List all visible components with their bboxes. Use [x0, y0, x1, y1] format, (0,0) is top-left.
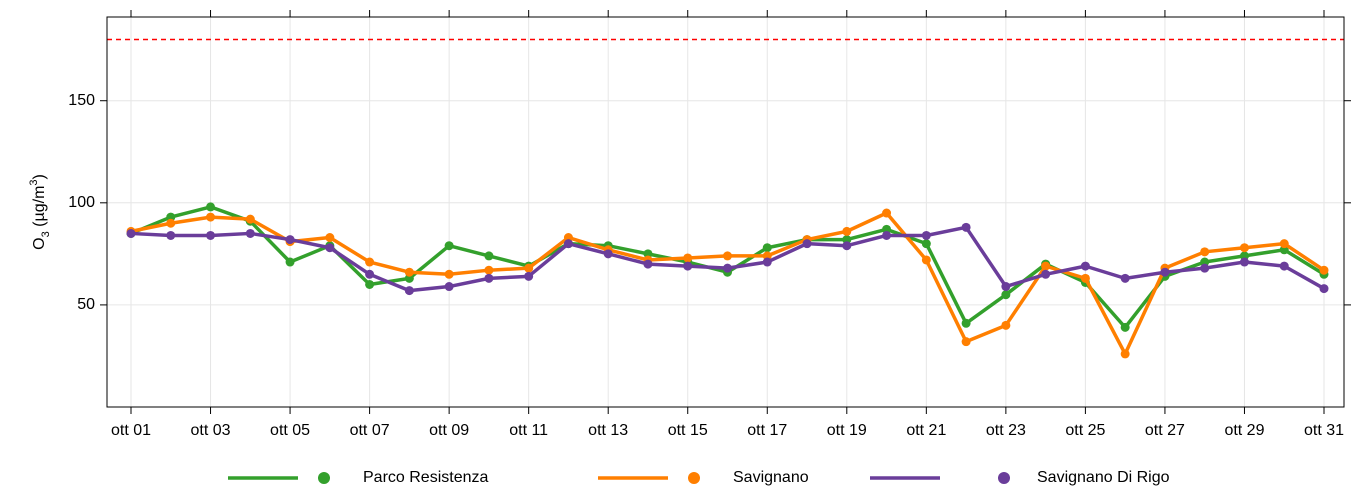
- x-tick-label: ott 01: [111, 422, 151, 439]
- legend-dot: [688, 472, 700, 484]
- x-tick-label: ott 09: [429, 422, 469, 439]
- legend-label: Savignano Di Rigo: [1037, 469, 1170, 486]
- data-point: [603, 249, 613, 259]
- data-point: [762, 243, 772, 253]
- data-point: [245, 228, 255, 238]
- data-point: [1279, 261, 1289, 271]
- data-point: [1160, 267, 1170, 277]
- y-axis-label: O3 (µg/m3): [28, 174, 52, 250]
- data-point: [444, 241, 454, 251]
- x-tick-label: ott 23: [986, 422, 1026, 439]
- data-point: [1001, 290, 1011, 300]
- x-tick-label: ott 21: [906, 422, 946, 439]
- data-point: [245, 214, 255, 224]
- data-point: [484, 265, 494, 275]
- data-point: [842, 241, 852, 251]
- data-point: [802, 239, 812, 249]
- data-point: [683, 261, 693, 271]
- legend-dot: [998, 472, 1010, 484]
- series-line: [130, 211, 1325, 356]
- data-point: [762, 257, 772, 267]
- data-point: [921, 239, 931, 249]
- data-point: [444, 269, 454, 279]
- y-tick-label: 150: [68, 92, 95, 109]
- x-tick-label: ott 13: [588, 422, 628, 439]
- x-tick-label: ott 03: [191, 422, 231, 439]
- data-point: [404, 286, 414, 296]
- data-point: [444, 282, 454, 292]
- data-point: [524, 271, 534, 281]
- data-point: [166, 230, 176, 240]
- data-point: [1200, 247, 1210, 257]
- x-tick-label: ott 15: [668, 422, 708, 439]
- y-tick-label: 100: [68, 194, 95, 211]
- data-point: [1041, 261, 1051, 271]
- data-point: [842, 226, 852, 236]
- data-point: [206, 202, 216, 212]
- data-point: [1120, 349, 1130, 359]
- legend-item: Savignano: [598, 469, 809, 486]
- data-point: [484, 273, 494, 283]
- data-point: [1200, 263, 1210, 273]
- data-point: [285, 257, 295, 267]
- data-point: [524, 263, 534, 273]
- x-tick-label: ott 29: [1224, 422, 1264, 439]
- data-point: [961, 337, 971, 347]
- data-point: [1319, 265, 1329, 275]
- data-point: [1239, 257, 1249, 267]
- data-point: [921, 230, 931, 240]
- data-point: [1001, 320, 1011, 330]
- data-point: [961, 222, 971, 232]
- data-point: [1080, 261, 1090, 271]
- data-point: [325, 233, 335, 243]
- legend-dot: [318, 472, 330, 484]
- data-point: [563, 239, 573, 249]
- data-point: [404, 267, 414, 277]
- data-point: [1279, 239, 1289, 249]
- data-point: [126, 228, 136, 238]
- data-point: [723, 251, 732, 261]
- data-point: [723, 263, 732, 273]
- legend-item: Savignano Di Rigo: [870, 469, 1170, 486]
- data-point: [1120, 273, 1130, 283]
- data-point: [1319, 284, 1329, 294]
- plot-frame: [106, 16, 1345, 408]
- data-point: [1239, 243, 1249, 253]
- x-tick-label: ott 05: [270, 422, 310, 439]
- data-point: [1041, 269, 1051, 279]
- data-point: [365, 269, 375, 279]
- x-tick-label: ott 31: [1304, 422, 1344, 439]
- legend-label: Savignano: [733, 469, 809, 486]
- y-tick-label: 50: [77, 296, 95, 313]
- data-point: [365, 257, 375, 267]
- x-tick-label: ott 07: [350, 422, 390, 439]
- data-point: [166, 218, 176, 228]
- x-tick-label: ott 19: [827, 422, 867, 439]
- data-point: [643, 259, 653, 269]
- legend-label: Parco Resistenza: [363, 469, 488, 486]
- x-tick-label: ott 11: [509, 422, 548, 439]
- data-point: [325, 243, 335, 253]
- data-point: [921, 255, 931, 265]
- data-point: [1001, 282, 1011, 292]
- data-point: [365, 279, 375, 289]
- data-point: [285, 235, 295, 245]
- data-point: [484, 251, 494, 261]
- data-point: [683, 253, 693, 263]
- data-point: [961, 318, 971, 328]
- data-point: [882, 208, 892, 218]
- x-tick-label: ott 27: [1145, 422, 1185, 439]
- data-point: [206, 212, 216, 222]
- data-point: [1120, 322, 1130, 332]
- data-point: [882, 230, 892, 240]
- data-point: [206, 230, 216, 240]
- x-tick-label: ott 17: [747, 422, 787, 439]
- x-tick-label: ott 25: [1065, 422, 1105, 439]
- data-point: [1080, 273, 1090, 283]
- legend-item: Parco Resistenza: [228, 469, 488, 486]
